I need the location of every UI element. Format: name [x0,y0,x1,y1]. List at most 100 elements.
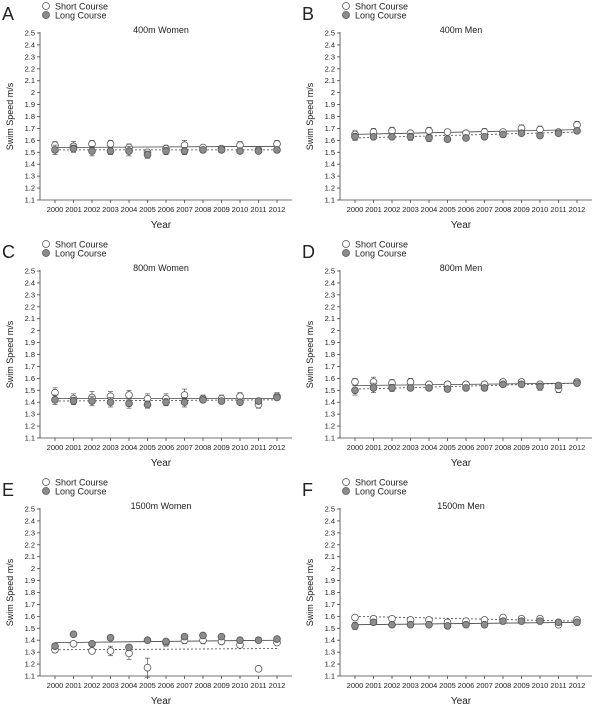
x-tick-label: 2003 [402,443,419,452]
legend-marker [42,240,50,248]
legend-marker [42,487,50,495]
data-point [536,617,544,625]
data-point [517,129,526,138]
y-tick-label: 1.2 [25,660,35,669]
y-tick-label: 2.1 [325,76,335,85]
y-tick-label: 1.6 [325,136,335,145]
y-tick-label: 1.6 [25,612,35,621]
data-point [351,613,359,622]
y-tick-label: 1.1 [325,434,335,443]
data-point [106,140,115,148]
data-point [143,663,152,672]
legend-marker [342,2,350,10]
data-point [51,642,59,650]
data-point [51,396,59,404]
data-point [162,398,170,407]
y-tick-label: 1.8 [25,588,35,597]
x-tick-label: 2005 [439,681,456,690]
y-tick-label: 1.1 [25,434,35,443]
x-tick-label: 2006 [458,443,475,452]
data-point [69,630,78,639]
x-tick-label: 2002 [384,205,401,214]
y-tick-label: 1.9 [25,576,35,585]
y-tick-label: 2.4 [325,278,335,287]
x-tick-label: 2000 [47,681,64,690]
x-tick-label: 2012 [269,681,286,690]
data-point [236,636,244,645]
y-tick-label: 1.9 [325,576,335,585]
y-tick-label: 1.4 [25,160,35,169]
y-tick-label: 1.3 [325,172,335,181]
legend-label: Long Course [55,487,107,497]
y-tick-label: 2.5 [25,267,35,276]
legend-marker [342,240,350,248]
y-tick-label: 1.7 [25,124,35,133]
panel-letter: B [302,4,314,24]
data-point [254,665,263,673]
y-tick-label: 1.6 [325,374,335,383]
data-point [143,400,152,409]
y-tick-label: 2 [31,564,35,573]
x-tick-label: 2008 [495,443,512,452]
data-point [573,127,581,135]
y-tick-label: 2.1 [25,314,35,323]
chart-title: 400m Women [133,25,189,35]
y-tick-label: 2.5 [25,29,35,38]
x-tick-label: 2005 [439,205,456,214]
data-point [369,132,378,141]
data-point [217,146,226,154]
y-tick-label: 2.5 [325,29,335,38]
x-tick-label: 2002 [84,205,101,214]
y-tick-label: 2.2 [25,302,35,311]
data-point [499,380,507,389]
data-point [88,147,96,155]
x-tick-label: 2003 [402,205,419,214]
panel-letter: C [2,242,15,262]
y-tick-label: 2.4 [325,40,335,49]
x-tick-label: 2004 [421,443,438,452]
y-tick-label: 1.4 [325,636,335,645]
data-point [425,384,433,392]
y-tick-label: 1.3 [25,648,35,657]
chart-title: 400m Men [440,25,483,35]
y-axis-label: Swim Speed m/s [5,558,15,626]
x-axis-label: Year [151,696,172,707]
x-tick-label: 2012 [269,443,286,452]
y-axis-label: Swim Speed m/s [5,320,15,388]
x-tick-label: 2001 [365,443,382,452]
x-tick-label: 2002 [384,681,401,690]
x-tick-label: 2001 [365,681,382,690]
x-tick-label: 2006 [458,205,475,214]
legend-marker [342,249,350,257]
legend-label: Long Course [355,249,407,259]
data-point [425,127,433,135]
x-tick-label: 2002 [84,681,101,690]
x-tick-label: 2004 [121,443,138,452]
data-point [125,643,133,652]
data-point [499,130,507,139]
data-point [406,384,415,392]
x-tick-label: 2008 [495,205,512,214]
x-tick-label: 2010 [532,681,549,690]
data-point [199,631,207,640]
chart-title: 800m Women [133,263,189,273]
y-tick-label: 1.4 [325,398,335,407]
x-tick-label: 2005 [139,443,156,452]
y-tick-label: 1.4 [25,636,35,645]
x-tick-label: 2009 [513,681,530,690]
x-tick-label: 2003 [102,205,119,214]
legend-marker [42,11,50,19]
y-tick-label: 2 [331,564,335,573]
y-tick-label: 1.1 [325,672,335,681]
chart-title: 1500m Women [131,501,192,511]
data-point [125,399,133,408]
panel-c: C Short Course Long Course 800m Women 1.1 1.2… [0,238,300,476]
legend-marker [342,11,350,19]
y-tick-label: 2.5 [325,267,335,276]
x-tick-label: 2000 [47,205,64,214]
y-tick-label: 2.3 [25,52,35,61]
x-tick-label: 2002 [84,443,101,452]
data-point [180,147,189,155]
